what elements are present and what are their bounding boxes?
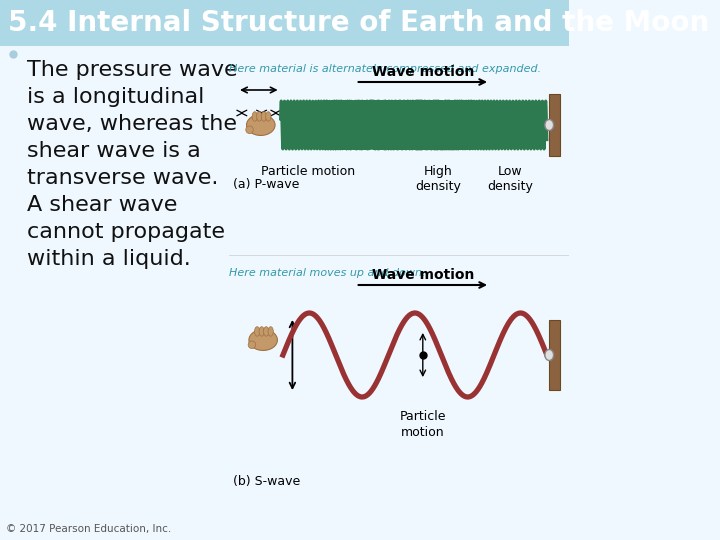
Text: Wave motion: Wave motion: [372, 268, 474, 282]
Ellipse shape: [259, 327, 264, 336]
Ellipse shape: [252, 112, 258, 121]
Text: Particle
motion: Particle motion: [400, 410, 446, 439]
Text: Here material moves up and down.: Here material moves up and down.: [229, 268, 426, 278]
Text: Here material is alternately compressed and expanded.: Here material is alternately compressed …: [229, 64, 541, 74]
Ellipse shape: [266, 112, 271, 121]
Text: Wave motion: Wave motion: [372, 65, 474, 79]
Text: High
density: High density: [415, 165, 462, 193]
Text: transverse wave.: transverse wave.: [27, 168, 218, 188]
Ellipse shape: [249, 329, 277, 350]
Ellipse shape: [255, 327, 260, 336]
Text: shear wave is a: shear wave is a: [27, 141, 201, 161]
Bar: [549, 320, 559, 390]
Text: Low
density: Low density: [487, 165, 533, 193]
Ellipse shape: [268, 327, 274, 336]
Ellipse shape: [246, 114, 275, 136]
Text: Particle motion: Particle motion: [261, 165, 355, 178]
Text: within a liquid.: within a liquid.: [27, 249, 191, 269]
Text: A shear wave: A shear wave: [27, 195, 177, 215]
Text: wave, whereas the: wave, whereas the: [27, 114, 237, 134]
Text: 5.4 Internal Structure of Earth and the Moon: 5.4 Internal Structure of Earth and the …: [8, 9, 709, 37]
Ellipse shape: [256, 112, 262, 121]
Ellipse shape: [261, 112, 266, 121]
Text: (b) S-wave: (b) S-wave: [233, 475, 300, 488]
Circle shape: [545, 349, 554, 361]
Bar: [0, 0, 569, 46]
Circle shape: [545, 119, 554, 131]
Text: © 2017 Pearson Education, Inc.: © 2017 Pearson Education, Inc.: [6, 524, 171, 534]
Ellipse shape: [246, 126, 253, 133]
Text: is a longitudinal: is a longitudinal: [27, 87, 204, 107]
Text: The pressure wave: The pressure wave: [27, 60, 238, 80]
Text: cannot propagate: cannot propagate: [27, 222, 225, 242]
Ellipse shape: [264, 327, 269, 336]
Ellipse shape: [248, 341, 256, 348]
Text: (a) P-wave: (a) P-wave: [233, 178, 300, 191]
Bar: [549, 94, 559, 156]
